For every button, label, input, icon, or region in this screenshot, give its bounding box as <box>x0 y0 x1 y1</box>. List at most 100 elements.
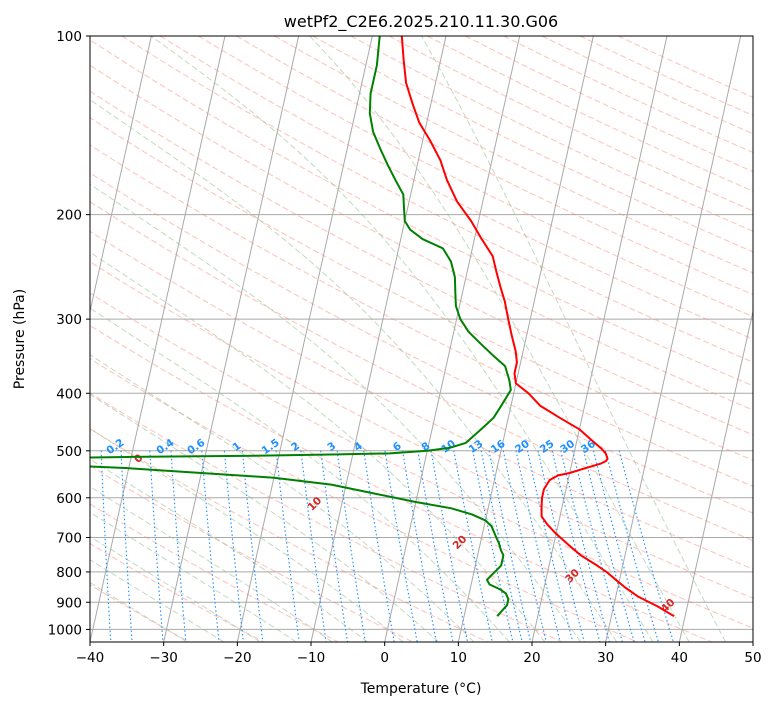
y-tick-label: 800 <box>56 565 82 581</box>
mixing-ratio-line <box>560 450 610 642</box>
mixing-ratio-line <box>472 450 514 642</box>
mixing-ratio-line <box>241 450 264 642</box>
dry-adiabat-line <box>90 503 339 642</box>
chart-title: wetPf2_C2E6.2025.210.11.30.G06 <box>284 12 558 32</box>
isotherm-line <box>457 36 594 642</box>
x-tick-label: 20 <box>523 650 540 666</box>
y-tick-label: 300 <box>56 312 82 328</box>
moist-adiabat-line <box>90 354 475 642</box>
mixing-ratio-line <box>605 450 660 642</box>
x-tick-label: 40 <box>671 650 688 666</box>
mixing-ratio-line <box>363 450 395 642</box>
y-tick-label: 500 <box>56 444 82 460</box>
y-tick-label: 600 <box>56 491 82 507</box>
dry-adiabat-line <box>236 36 753 296</box>
dry-adiabat-line <box>90 465 414 642</box>
mixing-ratio-line <box>572 450 623 642</box>
moist-adiabat-line <box>90 307 510 642</box>
moist-adiabat-line <box>421 36 727 642</box>
mixing-ratio-line <box>430 450 469 642</box>
mixing-ratio-line <box>417 450 454 642</box>
dry-adiabat-line <box>90 428 488 642</box>
x-tick-label: 0 <box>380 650 389 666</box>
dry-adiabat-line <box>350 36 753 232</box>
mixing-ratio-line <box>384 450 418 642</box>
dry-adiabat-line <box>90 39 753 387</box>
isobar-gridlines <box>90 36 753 630</box>
mixing-ratio-line <box>320 450 349 642</box>
mixing-ratio-line <box>526 450 574 642</box>
moist-adiabat-line <box>309 36 690 642</box>
profile-series <box>90 36 675 618</box>
mixing-ratio-line <box>300 450 327 642</box>
moist-adiabat-line <box>90 251 546 642</box>
x-tick-label: −20 <box>223 650 252 666</box>
isotherm-line <box>605 36 742 642</box>
y-tick-label: 700 <box>56 531 82 547</box>
moist-adiabat-line <box>90 393 439 642</box>
mixing-ratio-line <box>453 450 493 642</box>
dry-adiabat-line <box>121 36 753 363</box>
dry-adiabat-line <box>312 36 753 253</box>
mixing-ratio-line <box>480 450 523 642</box>
mixing-ratio-line <box>402 450 437 642</box>
x-tick-label: −30 <box>149 650 178 666</box>
dry-adiabat-line <box>90 230 753 570</box>
y-tick-label: 900 <box>56 595 82 611</box>
dry-adiabat-line <box>427 36 753 192</box>
dry-adiabat-line <box>90 324 712 642</box>
dry-adiabat-line <box>90 292 753 629</box>
dry-adiabat-line <box>503 36 753 154</box>
dry-adiabat-line <box>90 144 753 487</box>
y-tick-label: 400 <box>56 386 82 402</box>
y-axis-label: Pressure (hPa) <box>12 289 28 389</box>
dry-adiabat-line <box>90 261 753 599</box>
moist-adiabat-line <box>90 428 404 642</box>
moist-adiabat-line <box>90 99 618 642</box>
dry-adiabat-line <box>274 36 753 274</box>
dewpoint-profile-line <box>90 36 512 617</box>
mixing-ratio-line <box>583 450 635 642</box>
x-axis-label: Temperature (°C) <box>360 681 482 697</box>
mixing-ratio-line <box>502 450 547 642</box>
mixing-ratio-line <box>223 450 244 642</box>
isotherm-line <box>163 36 300 642</box>
mixing-ratio-line <box>515 450 561 642</box>
x-tick-label: 50 <box>744 650 761 666</box>
dry-adiabats <box>90 36 753 642</box>
dry-adiabat-line <box>90 90 753 436</box>
moist-adiabat-line <box>150 36 654 642</box>
y-axis-ticks: 100 200 300 400 500 600 700 800 900 1000 <box>48 29 90 638</box>
mixing-ratio-line <box>275 450 300 642</box>
mixing-ratio-line <box>488 450 532 642</box>
x-tick-label: −10 <box>297 650 326 666</box>
moist-adiabat-line <box>90 183 582 642</box>
isotherm-line <box>384 36 521 642</box>
isotherm-line <box>90 36 152 314</box>
dry-adiabat-line <box>90 117 753 461</box>
mixing-ratio-line <box>592 450 646 642</box>
plot-area: 0.10.20.40.611.52346810131620253036-100-… <box>90 36 753 642</box>
x-tick-label: 10 <box>450 650 467 666</box>
y-tick-label: 1000 <box>48 622 82 638</box>
x-tick-label: 30 <box>597 650 614 666</box>
isotherm-gridlines <box>90 36 753 642</box>
dry-adiabat-line <box>90 64 753 411</box>
x-axis-ticks: −40 −30 −20 −10 0 10 20 30 40 50 <box>76 642 762 666</box>
x-tick-label: −40 <box>76 650 105 666</box>
dry-adiabat-line <box>159 36 753 340</box>
mixing-ratio-line <box>537 450 585 642</box>
moist-adiabats <box>90 36 727 642</box>
temperature-profile-line <box>400 36 675 618</box>
isotherm-line <box>310 36 447 642</box>
moist-adiabat-line <box>90 458 368 642</box>
isotherm-line <box>236 36 373 642</box>
dry-adiabat-line <box>90 201 753 542</box>
isotherm-line <box>678 309 753 642</box>
dry-adiabat-line <box>90 358 638 642</box>
y-tick-label: 200 <box>56 208 82 224</box>
mixing-ratio-line <box>336 450 366 642</box>
isotherm-line <box>531 36 668 642</box>
